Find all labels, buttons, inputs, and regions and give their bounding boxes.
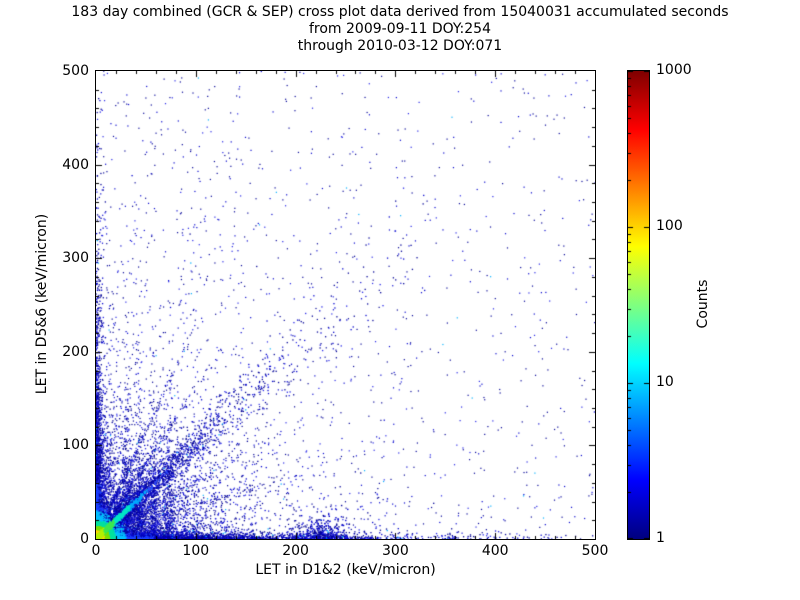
x-tick-label: 100 [182, 543, 210, 559]
x-tick-label: 200 [282, 543, 309, 559]
x-tick-label: 500 [581, 543, 609, 559]
colorbar-tick-label: 10 [656, 374, 674, 390]
y-tick-label: 0 [80, 531, 89, 547]
y-axis-label: LET in D5&6 (keV/micron) [34, 213, 50, 395]
chart-title: 183 day combined (GCR & SEP) cross plot … [71, 4, 729, 20]
x-tick-label: 400 [481, 543, 509, 559]
x-tick-label: 0 [91, 543, 101, 559]
chart-subtitle-through: through 2010-03-12 DOY:071 [297, 38, 503, 54]
chart-subtitle-from: from 2009-09-11 DOY:254 [308, 21, 491, 37]
y-tick-label: 100 [62, 437, 89, 454]
y-tick-label: 300 [62, 250, 89, 267]
colorbar [627, 70, 650, 540]
colorbar-tick-label: 100 [656, 218, 683, 234]
x-axis-label: LET in D1&2 (keV/micron) [255, 562, 436, 578]
scatter-canvas [96, 71, 595, 539]
x-tick-label: 300 [382, 543, 409, 559]
y-tick-label: 500 [62, 63, 89, 79]
y-tick-label: 200 [62, 343, 89, 360]
y-tick-label: 400 [62, 156, 89, 173]
colorbar-tick-label: 1000 [656, 62, 692, 78]
colorbar-canvas [628, 71, 649, 539]
colorbar-tick-label: 1 [656, 530, 665, 546]
plot-area [95, 70, 596, 540]
colorbar-label: Counts [695, 279, 711, 329]
